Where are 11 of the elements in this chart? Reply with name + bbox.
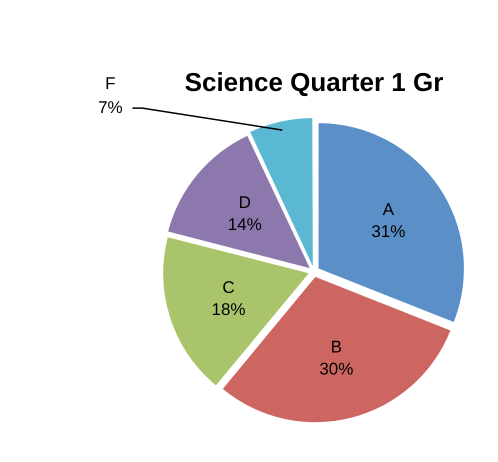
data-label: 14% (228, 214, 262, 234)
slice-label: D (238, 192, 251, 212)
slice-label: A (382, 200, 395, 219)
slice-label: F (105, 74, 116, 93)
slice-label: B (330, 337, 342, 356)
slice-label: C (222, 278, 235, 298)
chart-title: Science Quarter 1 Gr (184, 66, 444, 97)
data-label: 7% (98, 98, 123, 117)
data-label: 31% (371, 222, 406, 241)
data-label: 18% (211, 300, 246, 320)
data-label: 30% (319, 359, 354, 378)
